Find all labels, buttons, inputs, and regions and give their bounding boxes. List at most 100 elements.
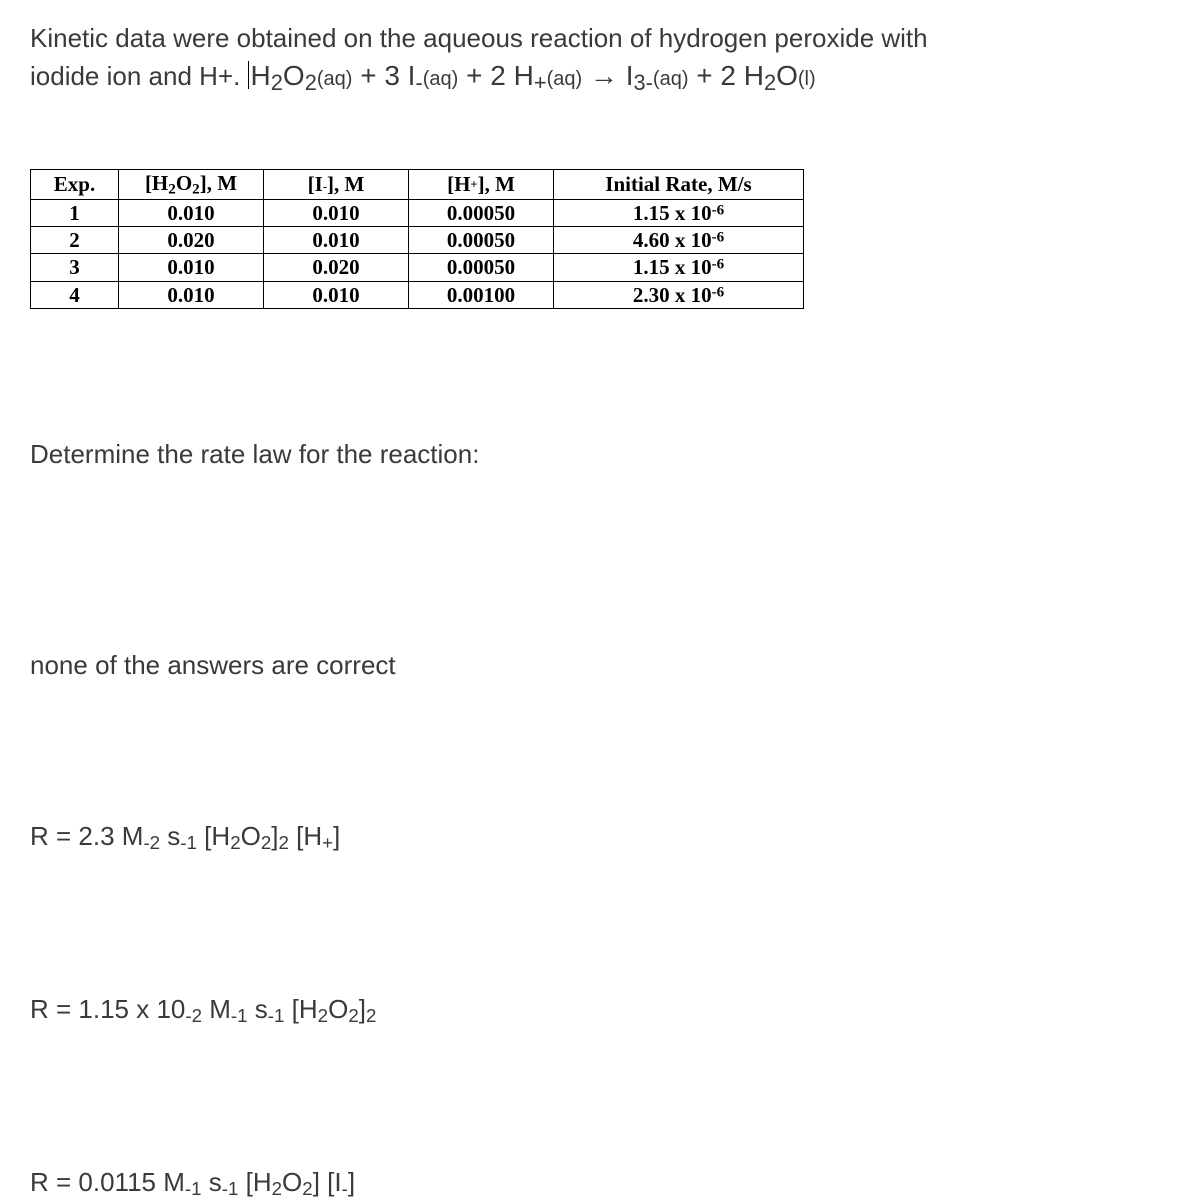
cell-i: 0.020 <box>264 254 409 281</box>
eq-i: + 3 I <box>352 60 415 91</box>
question-stem: Kinetic data were obtained on the aqueou… <box>30 20 1170 99</box>
ans-text: ] <box>348 1167 355 1197</box>
ans-text: R = 1.15 x 10 <box>30 994 185 1024</box>
cell-rate: 1.15 x 10-6 <box>554 199 804 226</box>
th-h-s: + <box>470 178 477 192</box>
answer-list: none of the answers are correct R = 2.3 … <box>30 650 1170 1200</box>
ans-text: ] [I <box>313 1167 342 1197</box>
ans-text: [H <box>284 994 317 1024</box>
answer-option[interactable]: R = 2.3 M-2 s-1 [H2O2]2 [H+] <box>30 821 1170 854</box>
reaction-equation: H2O2(aq) + 3 I-(aq) + 2 H+(aq) → I3-(aq)… <box>251 60 816 91</box>
th-h-b: ], M <box>478 172 515 196</box>
rate-val: 4.60 x 10 <box>633 228 712 252</box>
ans-sub: -1 <box>268 1005 285 1026</box>
cell-i: 0.010 <box>264 281 409 308</box>
th-i: [I-], M <box>264 169 409 199</box>
eq-h2o-o: O <box>776 60 798 91</box>
eq-o-sub: 2 <box>305 70 317 95</box>
eq-h-state: (aq) <box>547 68 583 90</box>
th-h-a: [H <box>447 172 470 196</box>
eq-h: H <box>251 60 271 91</box>
cell-rate: 1.15 x 10-6 <box>554 254 804 281</box>
ans-text: s <box>248 994 268 1024</box>
ans-text: O <box>328 994 348 1024</box>
cell-exp: 2 <box>31 227 119 254</box>
answer-option[interactable]: R = 1.15 x 10-2 M-1 s-1 [H2O2]2 <box>30 994 1170 1027</box>
th-i-a: [I <box>308 172 323 196</box>
cell-i: 0.010 <box>264 199 409 226</box>
rate-val: 1.15 x 10 <box>633 201 712 225</box>
table-header-row: Exp. [H2O2], M [I-], M [H+], M Initial R… <box>31 169 804 199</box>
cell-h2o2: 0.010 <box>119 254 264 281</box>
cell-i: 0.010 <box>264 227 409 254</box>
th-exp: Exp. <box>31 169 119 199</box>
table-row: 4 0.010 0.010 0.00100 2.30 x 10-6 <box>31 281 804 308</box>
cell-h: 0.00050 <box>409 227 554 254</box>
ans-text: ] <box>359 994 366 1024</box>
ans-sub: -1 <box>185 1178 202 1199</box>
cell-exp: 1 <box>31 199 119 226</box>
cell-h: 0.00050 <box>409 254 554 281</box>
table-row: 2 0.020 0.010 0.00050 4.60 x 10-6 <box>31 227 804 254</box>
eq-i-sub: - <box>415 70 422 95</box>
th-h2o2-b: O <box>176 171 192 195</box>
ans-text: R = 0.0115 M <box>30 1167 185 1197</box>
ans-sub: -1 <box>222 1178 239 1199</box>
eq-arrow: → I <box>582 60 633 91</box>
answer-option[interactable]: none of the answers are correct <box>30 650 1170 681</box>
ans-text: [H <box>289 821 322 851</box>
ans-sub: 2 <box>318 1005 328 1026</box>
ans-text: s <box>160 821 180 851</box>
eq-h2o-state: (l) <box>798 68 816 90</box>
cell-h2o2: 0.020 <box>119 227 264 254</box>
th-h2o2-s1: 2 <box>168 181 176 197</box>
ans-sub: 2 <box>230 832 240 853</box>
th-h2o2-a: [H <box>145 171 168 195</box>
ans-text: O <box>282 1167 302 1197</box>
cell-h: 0.00100 <box>409 281 554 308</box>
ans-text: R = 2.3 M <box>30 821 143 851</box>
cell-h2o2: 0.010 <box>119 199 264 226</box>
page-root: Kinetic data were obtained on the aqueou… <box>0 0 1200 1183</box>
stem-line-2-prefix: iodide ion and H+. <box>30 61 248 91</box>
eq-i3-state: (aq) <box>653 68 689 90</box>
rate-exp: -6 <box>712 284 725 300</box>
ans-sub: + <box>322 832 333 853</box>
ans-text: M <box>202 994 231 1024</box>
ans-sub: 2 <box>278 832 288 853</box>
ans-sub: 2 <box>272 1178 282 1199</box>
ans-text: s <box>202 1167 222 1197</box>
th-h2o2-c: ], M <box>200 171 237 195</box>
stem-line-2: iodide ion and H+. H2O2(aq) + 3 I-(aq) +… <box>30 56 1170 98</box>
eq-h2o: + 2 H <box>688 60 763 91</box>
th-h2o2: [H2O2], M <box>119 169 264 199</box>
ans-text: [H <box>197 821 230 851</box>
text-cursor <box>248 61 249 89</box>
eq-h2o-sub: 2 <box>764 70 776 95</box>
ans-sub: -2 <box>143 832 160 853</box>
th-rate: Initial Rate, M/s <box>554 169 804 199</box>
eq-h-sub: 2 <box>271 70 283 95</box>
ans-sub: -1 <box>231 1005 248 1026</box>
ans-text: O <box>241 821 261 851</box>
eq-i3-sub: 3- <box>633 70 652 95</box>
eq-i-state: (aq) <box>423 68 459 90</box>
eq-state: (aq) <box>317 68 353 90</box>
table-body: 1 0.010 0.010 0.00050 1.15 x 10-6 2 0.02… <box>31 199 804 308</box>
cell-rate: 4.60 x 10-6 <box>554 227 804 254</box>
th-h: [H+], M <box>409 169 554 199</box>
answer-option[interactable]: R = 0.0115 M-1 s-1 [H2O2] [I-] <box>30 1167 1170 1200</box>
eq-hplus-sub: + <box>534 70 547 95</box>
th-h2o2-s2: 2 <box>192 181 200 197</box>
rate-exp: -6 <box>712 202 725 218</box>
table-row: 1 0.010 0.010 0.00050 1.15 x 10-6 <box>31 199 804 226</box>
stem-line-1: Kinetic data were obtained on the aqueou… <box>30 20 1170 56</box>
ans-text: ] <box>333 821 340 851</box>
cell-exp: 4 <box>31 281 119 308</box>
ans-text: [H <box>238 1167 271 1197</box>
th-i-b: ], M <box>327 172 364 196</box>
cell-exp: 3 <box>31 254 119 281</box>
rate-val: 1.15 x 10 <box>633 255 712 279</box>
eq-hplus: + 2 H <box>458 60 533 91</box>
ans-sub: 2 <box>348 1005 358 1026</box>
